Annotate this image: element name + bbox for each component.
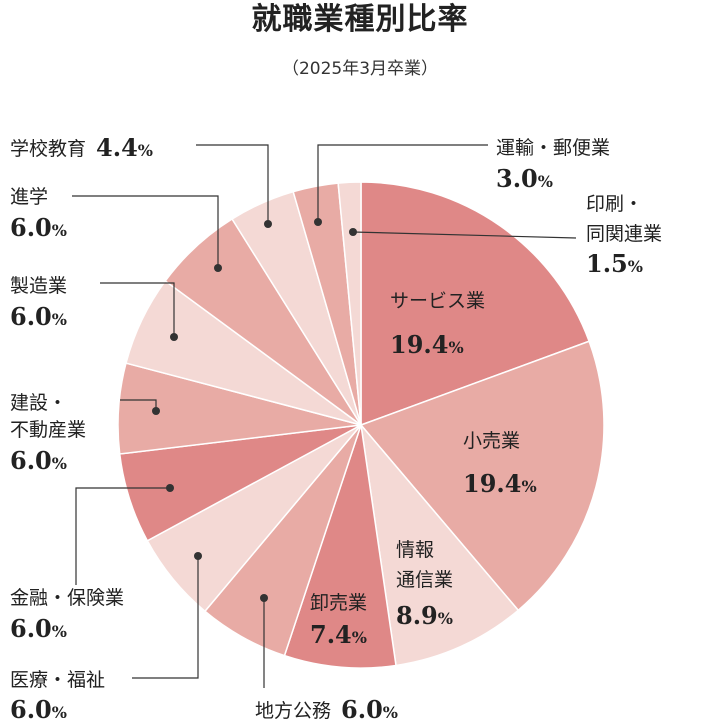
slice-label-4-0: 地方公務 bbox=[255, 700, 331, 722]
slice-value-0: 19.4% bbox=[390, 330, 464, 359]
slice-value-8: 6.0% bbox=[10, 302, 67, 331]
leader-lines bbox=[72, 144, 577, 688]
leader-dot-10 bbox=[264, 220, 272, 228]
slice-value-unit-9: % bbox=[52, 221, 67, 240]
slice-value-unit-10: % bbox=[138, 141, 153, 160]
leader-dot-4 bbox=[260, 594, 268, 602]
leader-dot-5 bbox=[194, 552, 202, 560]
leader-line-5 bbox=[132, 556, 199, 679]
slice-value-5: 6.0% bbox=[10, 695, 67, 723]
leader-line-11 bbox=[317, 144, 488, 222]
slice-label-1-0: 小売業 bbox=[463, 430, 520, 452]
slice-label-12-1: 同関連業 bbox=[586, 223, 662, 245]
leader-dot-7 bbox=[152, 407, 160, 415]
leader-dot-12 bbox=[349, 228, 357, 236]
leader-line-6 bbox=[75, 487, 170, 585]
pie-slice-3 bbox=[283, 424, 397, 669]
pie-slice-0 bbox=[360, 181, 591, 427]
slice-value-4: 6.0% bbox=[341, 695, 398, 723]
leader-line-12 bbox=[352, 231, 577, 239]
slice-label-5-0: 医療・福祉 bbox=[10, 669, 105, 691]
slice-value-10: 4.4% bbox=[96, 133, 153, 162]
leader-dot-9 bbox=[214, 264, 222, 272]
slice-value-unit-6: % bbox=[52, 622, 67, 641]
slice-value-9: 6.0% bbox=[10, 213, 67, 242]
leader-line-9 bbox=[72, 195, 219, 268]
leader-dot-6 bbox=[166, 484, 174, 492]
slice-label-3-0: 卸売業 bbox=[310, 592, 367, 614]
slice-value-6: 6.0% bbox=[10, 614, 67, 643]
leader-dot-8 bbox=[170, 333, 178, 341]
slice-value-unit-8: % bbox=[52, 310, 67, 329]
slice-value-unit-2: % bbox=[438, 609, 453, 628]
leader-dot-11 bbox=[314, 218, 322, 226]
slice-value-unit-4: % bbox=[383, 703, 398, 722]
slice-value-unit-3: % bbox=[352, 628, 367, 647]
slice-value-12: 1.5% bbox=[586, 249, 643, 278]
slice-label-10-0: 学校教育 bbox=[10, 138, 86, 160]
pie-slice-12 bbox=[337, 181, 362, 426]
slice-label-0-0: サービス業 bbox=[390, 290, 485, 312]
slice-value-unit-7: % bbox=[52, 454, 67, 473]
leader-line-8 bbox=[100, 282, 175, 337]
slice-label-12-0: 印刷・ bbox=[586, 193, 643, 215]
chart-title: 就職業種別比率 bbox=[252, 2, 469, 37]
slice-value-unit-0: % bbox=[448, 338, 463, 357]
slice-label-7-0: 建設・ bbox=[10, 392, 67, 414]
slice-value-1: 19.4% bbox=[463, 469, 537, 498]
slice-label-7-1: 不動産業 bbox=[10, 419, 86, 441]
slice-value-unit-12: % bbox=[628, 257, 643, 276]
pie-slice-2 bbox=[359, 422, 520, 667]
slice-label-9-0: 進学 bbox=[10, 186, 48, 208]
slice-label-8-0: 製造業 bbox=[10, 275, 67, 297]
slice-label-2-1: 通信業 bbox=[396, 569, 453, 591]
pie-slice-1 bbox=[359, 340, 605, 612]
slice-label-6-0: 金融・保険業 bbox=[10, 587, 124, 609]
slice-value-11: 3.0% bbox=[496, 164, 553, 193]
slice-value-unit-5: % bbox=[52, 703, 67, 722]
pie-slices bbox=[117, 181, 605, 669]
leader-line-10 bbox=[196, 144, 269, 224]
slice-value-unit-11: % bbox=[538, 172, 553, 191]
slice-value-unit-1: % bbox=[521, 477, 536, 496]
chart-subtitle: （2025年3月卒業） bbox=[282, 59, 438, 79]
slice-value-7: 6.0% bbox=[10, 446, 67, 475]
slice-label-2-0: 情報 bbox=[396, 539, 434, 561]
slice-label-11-0: 運輸・郵便業 bbox=[496, 137, 610, 159]
